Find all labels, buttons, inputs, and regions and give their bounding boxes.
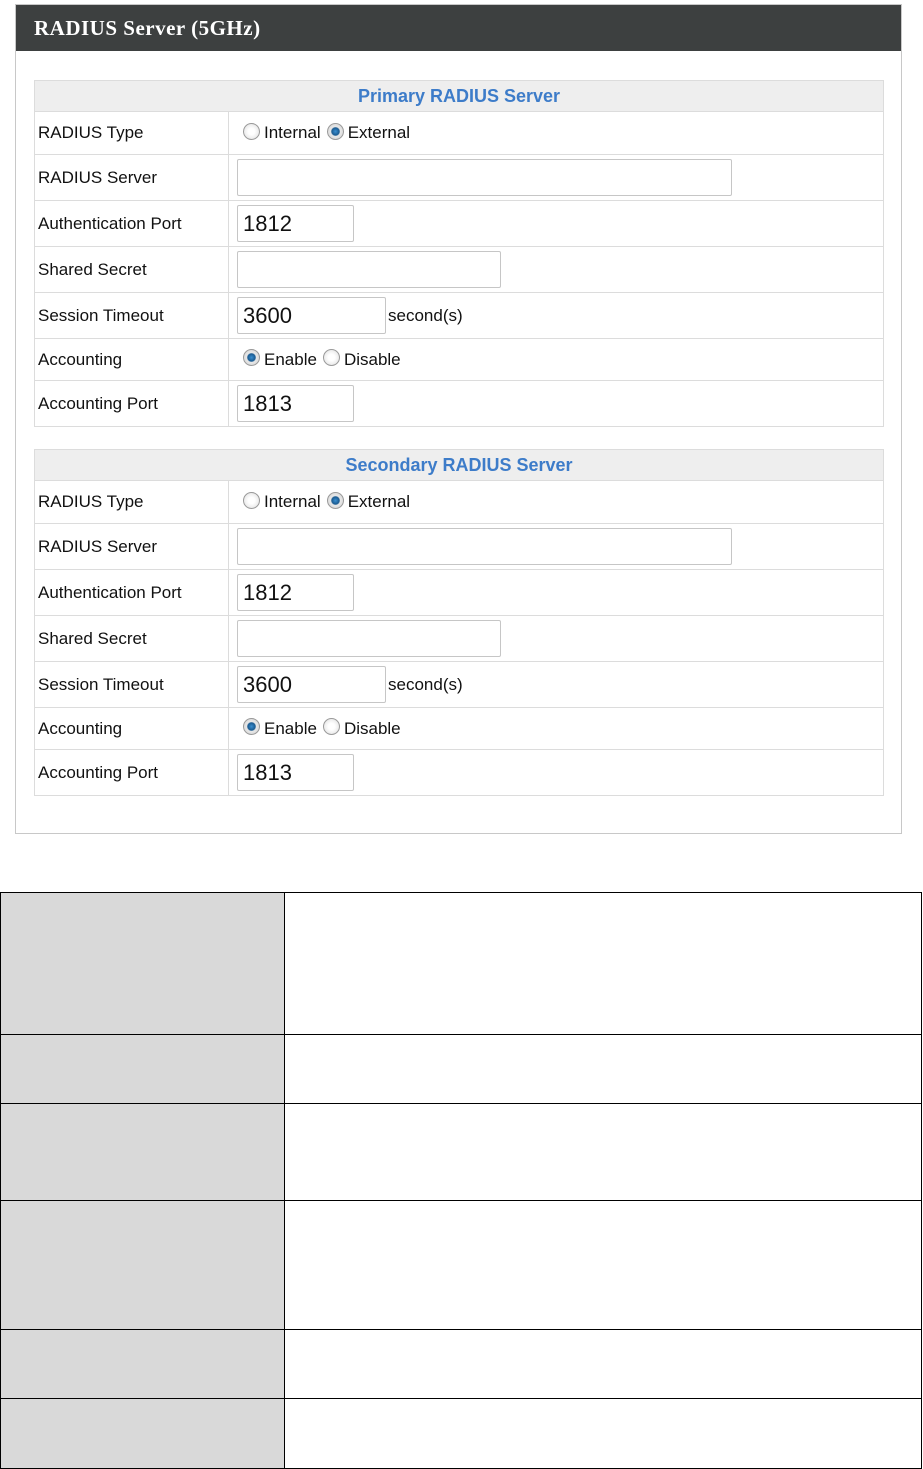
radius-server-panel: RADIUS Server (5GHz) Primary RADIUS Serv… xyxy=(15,4,902,834)
radius-server-value xyxy=(229,159,883,196)
radius-server-value xyxy=(229,528,883,565)
accounting-row: Accounting Enable Disable xyxy=(35,339,883,381)
section-title: Secondary RADIUS Server xyxy=(35,450,883,481)
radius-type-value: Internal External xyxy=(229,491,883,512)
radius-type-radio-internal[interactable] xyxy=(243,491,260,509)
session-timeout-input[interactable] xyxy=(237,666,386,703)
accounting-option-label: Enable xyxy=(264,349,317,369)
accounting-value: Enable Disable xyxy=(229,718,883,739)
radius-server-label: RADIUS Server xyxy=(35,524,229,569)
shared-secret-input[interactable] xyxy=(237,251,501,288)
authentication-port-value xyxy=(229,205,883,242)
session-timeout-unit: second(s) xyxy=(388,305,463,325)
table-cell-key xyxy=(0,1103,285,1201)
accounting-port-input[interactable] xyxy=(237,385,354,422)
table-row xyxy=(0,1034,922,1104)
panel-title: RADIUS Server (5GHz) xyxy=(16,5,901,51)
radius-server-input[interactable] xyxy=(237,159,732,196)
radius-type-label: RADIUS Type xyxy=(35,112,229,154)
session-timeout-row: Session Timeout second(s) xyxy=(35,293,883,339)
accounting-port-label: Accounting Port xyxy=(35,381,229,426)
radius-type-row: RADIUS Type Internal External xyxy=(35,481,883,524)
authentication-port-row: Authentication Port xyxy=(35,201,883,247)
shared-secret-input[interactable] xyxy=(237,620,501,657)
session-timeout-value: second(s) xyxy=(229,666,883,703)
table-cell-key xyxy=(0,1200,285,1330)
table-cell-key xyxy=(0,1398,285,1469)
accounting-radio-disable[interactable] xyxy=(322,718,340,735)
secondary-radius-section: Secondary RADIUS Server RADIUS Type Intern… xyxy=(34,449,884,796)
accounting-port-label: Accounting Port xyxy=(35,750,229,795)
table-cell-key xyxy=(0,1034,285,1104)
primary-radius-section: Primary RADIUS Server RADIUS Type Internal… xyxy=(34,80,884,427)
accounting-option-label: Enable xyxy=(264,718,317,738)
table-row xyxy=(0,1200,922,1330)
shared-secret-label: Shared Secret xyxy=(35,247,229,292)
table-cell-key xyxy=(0,892,285,1035)
table-cell-value xyxy=(284,1200,922,1330)
accounting-option-label: Disable xyxy=(343,718,401,738)
accounting-port-value xyxy=(229,385,883,422)
radius-type-radio-external[interactable] xyxy=(326,122,344,140)
authentication-port-input[interactable] xyxy=(237,205,354,242)
section-title: Primary RADIUS Server xyxy=(35,81,883,112)
accounting-port-value xyxy=(229,754,883,791)
accounting-radio-disable[interactable] xyxy=(322,349,340,366)
description-table xyxy=(0,892,922,1469)
session-timeout-label: Session Timeout xyxy=(35,293,229,338)
table-row xyxy=(0,1398,922,1469)
authentication-port-label: Authentication Port xyxy=(35,570,229,615)
shared-secret-value xyxy=(229,620,883,657)
table-cell-value xyxy=(284,1329,922,1399)
authentication-port-input[interactable] xyxy=(237,574,354,611)
shared-secret-row: Shared Secret xyxy=(35,247,883,293)
radius-server-label: RADIUS Server xyxy=(35,155,229,200)
session-timeout-row: Session Timeout second(s) xyxy=(35,662,883,708)
accounting-row: Accounting Enable Disable xyxy=(35,708,883,750)
radius-type-row: RADIUS Type Internal External xyxy=(35,112,883,155)
radius-type-label: RADIUS Type xyxy=(35,481,229,523)
shared-secret-value xyxy=(229,251,883,288)
session-timeout-value: second(s) xyxy=(229,297,883,334)
radius-type-option-label: External xyxy=(347,123,411,142)
radius-type-option-label: External xyxy=(347,492,411,511)
radius-type-radio-internal[interactable] xyxy=(243,122,260,140)
table-cell-key xyxy=(0,1329,285,1399)
authentication-port-row: Authentication Port xyxy=(35,570,883,616)
accounting-label: Accounting xyxy=(35,339,229,380)
table-row xyxy=(0,1329,922,1399)
session-timeout-label: Session Timeout xyxy=(35,662,229,707)
accounting-port-row: Accounting Port xyxy=(35,750,883,795)
accounting-port-row: Accounting Port xyxy=(35,381,883,426)
accounting-value: Enable Disable xyxy=(229,349,883,370)
table-row xyxy=(0,892,922,1035)
radius-type-option-label: Internal xyxy=(264,492,321,511)
radius-server-row: RADIUS Server xyxy=(35,524,883,570)
radius-type-option-label: Internal xyxy=(264,123,321,142)
accounting-port-input[interactable] xyxy=(237,754,354,791)
table-cell-value xyxy=(284,1103,922,1201)
accounting-label: Accounting xyxy=(35,708,229,749)
radius-type-value: Internal External xyxy=(229,122,883,143)
session-timeout-unit: second(s) xyxy=(388,674,463,694)
table-cell-value xyxy=(284,1398,922,1469)
shared-secret-label: Shared Secret xyxy=(35,616,229,661)
accounting-option-label: Disable xyxy=(343,349,401,369)
authentication-port-value xyxy=(229,574,883,611)
table-row xyxy=(0,1103,922,1201)
radius-type-radio-external[interactable] xyxy=(326,491,344,509)
table-cell-value xyxy=(284,892,922,1035)
radius-server-input[interactable] xyxy=(237,528,732,565)
accounting-radio-enable[interactable] xyxy=(243,349,260,366)
shared-secret-row: Shared Secret xyxy=(35,616,883,662)
radius-server-row: RADIUS Server xyxy=(35,155,883,201)
table-cell-value xyxy=(284,1034,922,1104)
authentication-port-label: Authentication Port xyxy=(35,201,229,246)
accounting-radio-enable[interactable] xyxy=(243,718,260,735)
session-timeout-input[interactable] xyxy=(237,297,386,334)
